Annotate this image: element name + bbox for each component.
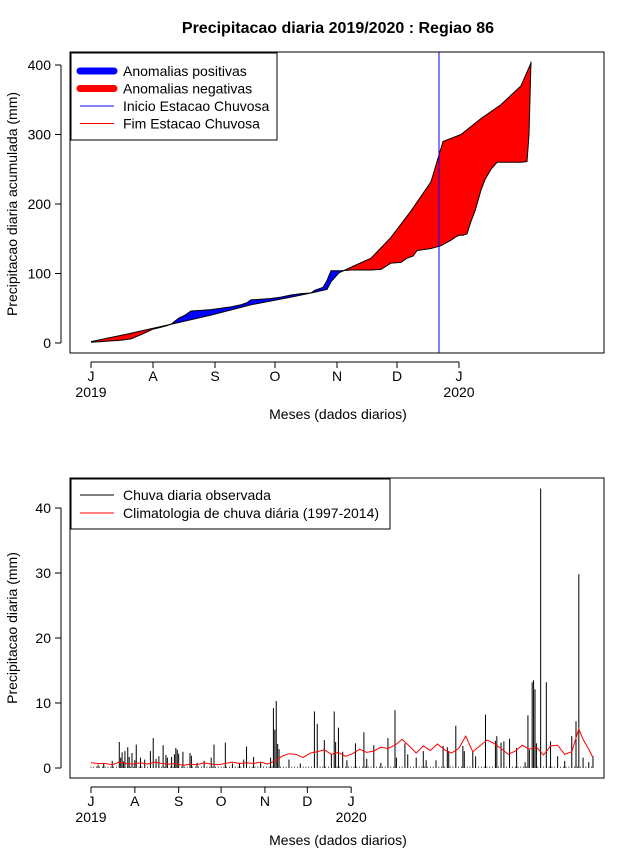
top-chart-title: Precipitacao diaria 2019/2020 : Regiao 8… bbox=[182, 20, 494, 37]
bottom-year-label: 2019 bbox=[75, 809, 106, 825]
bottom-plot-frame bbox=[69, 477, 605, 779]
bottom-legend-label: Chuva diaria observada bbox=[123, 487, 271, 503]
climatology-accumulated-line bbox=[90, 62, 532, 343]
top-y-tick-label: 0 bbox=[43, 335, 51, 351]
bottom-y-tick-label: 30 bbox=[35, 565, 51, 581]
bottom-chart-ylabel: Precipitacao diaria (mm) bbox=[4, 552, 20, 704]
top-x-tick-label: D bbox=[392, 368, 402, 384]
bottom-y-tick-label: 0 bbox=[43, 760, 51, 776]
bottom-y-tick-label: 40 bbox=[35, 500, 51, 516]
top-year-label: 2019 bbox=[75, 384, 106, 400]
bottom-chart-xlabel: Meses (dados diarios) bbox=[269, 832, 407, 848]
climatology-daily-line bbox=[90, 727, 594, 766]
negative-anomaly-area bbox=[345, 61, 531, 271]
top-chart-xlabel: Meses (dados diarios) bbox=[269, 406, 407, 422]
top-x-tick-label: A bbox=[148, 368, 158, 384]
top-x-tick-label: J bbox=[88, 368, 95, 384]
bottom-y-tick-label: 10 bbox=[35, 695, 51, 711]
top-plot-frame bbox=[69, 51, 605, 354]
top-year-label: 2020 bbox=[443, 384, 474, 400]
bottom-x-tick-label: J bbox=[348, 793, 355, 809]
top-legend-label: Inicio Estacao Chuvosa bbox=[123, 98, 270, 114]
top-legend-label: Anomalias negativas bbox=[123, 81, 252, 97]
top-legend-label: Anomalias positivas bbox=[123, 63, 247, 79]
top-x-tick-label: O bbox=[270, 368, 281, 384]
bottom-legend: Chuva diaria observada Climatologia de ch… bbox=[70, 478, 391, 530]
bottom-x-tick-label: N bbox=[260, 793, 270, 809]
bottom-x-tick-label: O bbox=[216, 793, 227, 809]
bottom-year-label: 2020 bbox=[336, 809, 367, 825]
top-y-tick-label: 400 bbox=[28, 57, 52, 73]
bottom-legend-box bbox=[70, 478, 391, 530]
top-y-tick-label: 200 bbox=[28, 196, 52, 212]
bottom-legend-label: Climatologia de chuva diária (1997-2014) bbox=[123, 505, 379, 521]
bottom-x-tick-label: J bbox=[88, 793, 95, 809]
top-y-tick-label: 300 bbox=[28, 127, 52, 143]
top-x-tick-label: N bbox=[332, 368, 342, 384]
top-y-tick-label: 100 bbox=[28, 266, 52, 282]
positive-anomaly-area bbox=[171, 270, 345, 325]
bottom-x-tick-label: A bbox=[130, 793, 140, 809]
top-legend: Anomalias positivas Anomalias negativasIn… bbox=[70, 52, 278, 141]
bottom-y-tick-label: 20 bbox=[35, 630, 51, 646]
top-x-tick-label: J bbox=[456, 368, 463, 384]
top-legend-label: Fim Estacao Chuvosa bbox=[123, 116, 260, 132]
top-x-tick-label: S bbox=[210, 368, 219, 384]
bottom-x-tick-label: D bbox=[302, 793, 312, 809]
top-chart-ylabel: Precipitacao diaria acumulada (mm) bbox=[4, 92, 20, 316]
bottom-x-tick-label: S bbox=[174, 793, 183, 809]
